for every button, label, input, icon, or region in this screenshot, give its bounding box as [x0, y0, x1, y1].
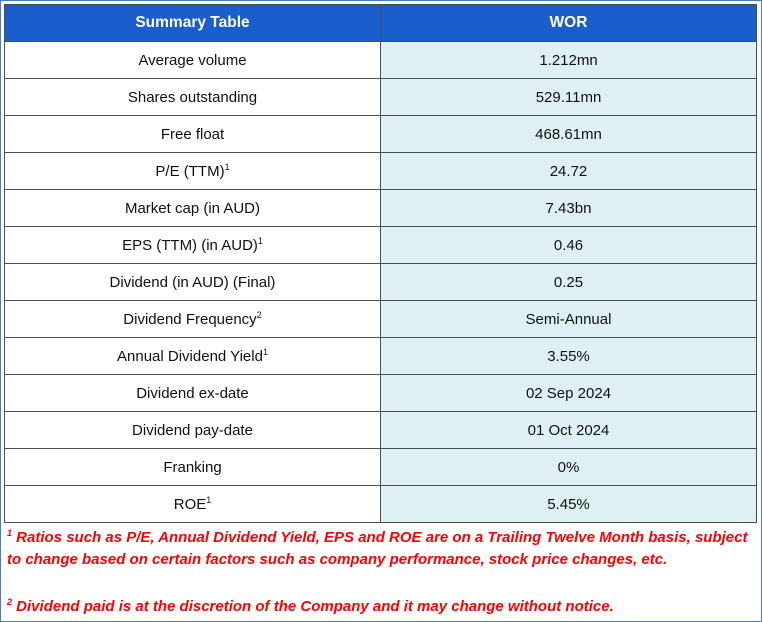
row-label: Market cap (in AUD) — [4, 189, 381, 227]
row-value: 0.46 — [380, 226, 757, 264]
row-label-text: Dividend ex-date — [136, 384, 249, 402]
table-row: Shares outstanding 529.11mn — [4, 78, 757, 116]
row-value: 0.25 — [380, 263, 757, 301]
row-label: Average volume — [4, 41, 381, 79]
row-label: Annual Dividend Yield1 — [4, 337, 381, 375]
row-value: 468.61mn — [380, 115, 757, 153]
table-row: ROE1 5.45% — [4, 485, 757, 523]
footnote-text: Ratios such as P/E, Annual Dividend Yiel… — [7, 529, 748, 568]
footnote-1: 1 Ratios such as P/E, Annual Dividend Yi… — [7, 527, 755, 571]
row-label-text: Franking — [163, 458, 222, 476]
row-label-text: P/E (TTM) — [155, 162, 225, 180]
row-value: 7.43bn — [380, 189, 757, 227]
row-label-text: EPS (TTM) (in AUD) — [122, 236, 258, 254]
footnotes: 1 Ratios such as P/E, Annual Dividend Yi… — [7, 527, 755, 618]
row-value: 3.55% — [380, 337, 757, 375]
footnote-ref: 1 — [206, 494, 212, 505]
table-row: Average volume 1.212mn — [4, 41, 757, 79]
row-label: P/E (TTM)1 — [4, 152, 381, 190]
row-label: Dividend pay-date — [4, 411, 381, 449]
footnote-ref: 2 — [256, 309, 262, 320]
table-row: Dividend pay-date 01 Oct 2024 — [4, 411, 757, 449]
footnote-text: Dividend paid is at the discretion of th… — [12, 598, 614, 615]
table-row: Annual Dividend Yield1 3.55% — [4, 337, 757, 375]
row-value: Semi-Annual — [380, 300, 757, 338]
row-label: Dividend (in AUD) (Final) — [4, 263, 381, 301]
footnote-2: 2 Dividend paid is at the discretion of … — [7, 596, 755, 618]
table-row: Dividend Frequency2 Semi-Annual — [4, 300, 757, 338]
table-row: Market cap (in AUD) 7.43bn — [4, 189, 757, 227]
row-value: 5.45% — [380, 485, 757, 523]
row-label-text: Market cap (in AUD) — [124, 199, 261, 217]
header-ticker: WOR — [380, 4, 757, 42]
footnote-ref: 1 — [224, 161, 230, 172]
row-label-text: Free float — [160, 125, 225, 143]
row-value: 01 Oct 2024 — [380, 411, 757, 449]
row-value: 24.72 — [380, 152, 757, 190]
row-label-text: ROE — [173, 495, 207, 513]
footnote-mark: 1 — [7, 528, 13, 538]
row-label-text: Annual Dividend Yield — [117, 347, 263, 365]
row-value: 529.11mn — [380, 78, 757, 116]
row-value: 0% — [380, 448, 757, 486]
row-label-text: Average volume — [138, 51, 247, 69]
row-label-text: Shares outstanding — [127, 88, 258, 106]
row-label: Dividend Frequency2 — [4, 300, 381, 338]
row-label: Franking — [4, 448, 381, 486]
summary-table: Summary Table WOR Average volume 1.212mn S… — [4, 4, 757, 523]
row-value: 02 Sep 2024 — [380, 374, 757, 412]
table-row: Franking 0% — [4, 448, 757, 486]
row-label: Dividend ex-date — [4, 374, 381, 412]
footnote-ref: 1 — [262, 346, 268, 357]
row-label-text: Dividend Frequency — [123, 310, 257, 328]
table-row: Dividend ex-date 02 Sep 2024 — [4, 374, 757, 412]
table-row: P/E (TTM)1 24.72 — [4, 152, 757, 190]
table-row: Dividend (in AUD) (Final) 0.25 — [4, 263, 757, 301]
row-label: Shares outstanding — [4, 78, 381, 116]
header-row: Summary Table WOR — [4, 4, 757, 42]
header-summary-table: Summary Table — [4, 4, 381, 42]
row-label: ROE1 — [4, 485, 381, 523]
table-row: EPS (TTM) (in AUD)1 0.46 — [4, 226, 757, 264]
row-label: EPS (TTM) (in AUD)1 — [4, 226, 381, 264]
row-value: 1.212mn — [380, 41, 757, 79]
table-row: Free float 468.61mn — [4, 115, 757, 153]
footnote-ref: 1 — [257, 235, 263, 246]
row-label: Free float — [4, 115, 381, 153]
row-label-text: Dividend (in AUD) (Final) — [109, 273, 276, 291]
footnote-mark: 2 — [7, 597, 13, 607]
row-label-text: Dividend pay-date — [132, 421, 253, 439]
